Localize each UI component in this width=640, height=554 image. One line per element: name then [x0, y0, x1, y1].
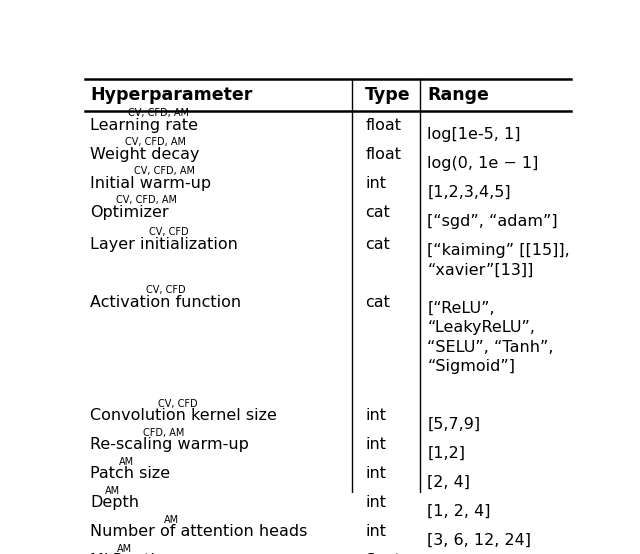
Text: CV, CFD, AM: CV, CFD, AM: [134, 166, 195, 177]
Text: CV, CFD: CV, CFD: [149, 227, 189, 237]
Text: Convolution kernel size: Convolution kernel size: [90, 408, 276, 423]
Text: float: float: [365, 147, 401, 162]
Text: CV, CFD: CV, CFD: [157, 398, 197, 408]
Text: Optimizer: Optimizer: [90, 205, 168, 220]
Text: Number of attention heads: Number of attention heads: [90, 524, 307, 539]
Text: cat: cat: [365, 205, 390, 220]
Text: AM: AM: [116, 543, 132, 553]
Text: log(0, 1e − 1]: log(0, 1e − 1]: [428, 156, 539, 171]
Text: float: float: [365, 118, 401, 133]
Text: int: int: [365, 176, 386, 191]
Text: CV, CFD: CV, CFD: [146, 285, 186, 295]
Text: CFD, AM: CFD, AM: [143, 428, 184, 438]
Text: CV, CFD, AM: CV, CFD, AM: [128, 109, 189, 119]
Text: int: int: [365, 495, 386, 510]
Text: [“ReLU”,
“LeakyReLU”,
“SELU”, “Tanh”,
“Sigmoid”]: [“ReLU”, “LeakyReLU”, “SELU”, “Tanh”, “S…: [428, 301, 554, 374]
Text: AM: AM: [105, 485, 120, 495]
Text: Weight decay: Weight decay: [90, 147, 200, 162]
Text: [1,2,3,4,5]: [1,2,3,4,5]: [428, 185, 511, 200]
Text: [2, 4]: [2, 4]: [428, 475, 470, 490]
Text: [5,7,9]: [5,7,9]: [428, 417, 481, 432]
Text: int: int: [365, 408, 386, 423]
Text: int: int: [365, 466, 386, 481]
Text: AM: AM: [164, 515, 179, 525]
Text: [“sgd”, “adam”]: [“sgd”, “adam”]: [428, 214, 558, 229]
Text: int: int: [365, 437, 386, 452]
Text: AM: AM: [120, 456, 134, 466]
Text: [“kaiming” [[15]],
“xavier”[13]]: [“kaiming” [[15]], “xavier”[13]]: [428, 243, 570, 278]
Text: CV, CFD, AM: CV, CFD, AM: [116, 196, 177, 206]
Text: Hyperparameter: Hyperparameter: [90, 86, 252, 104]
Text: CV, CFD, AM: CV, CFD, AM: [125, 137, 186, 147]
Text: log[1e-5, 1]: log[1e-5, 1]: [428, 127, 521, 142]
Text: cat: cat: [365, 237, 390, 252]
Text: [3, 6, 12, 24]: [3, 6, 12, 24]: [428, 534, 531, 548]
Text: Learning rate: Learning rate: [90, 118, 198, 133]
Text: cat: cat: [365, 295, 390, 310]
Text: float: float: [365, 553, 401, 554]
Text: int: int: [365, 524, 386, 539]
Text: Patch size: Patch size: [90, 466, 170, 481]
Text: Depth: Depth: [90, 495, 139, 510]
Text: Activation function: Activation function: [90, 295, 241, 310]
Text: MLP ratio: MLP ratio: [90, 553, 164, 554]
Text: [1,2]: [1,2]: [428, 446, 465, 461]
Text: Type: Type: [365, 86, 411, 104]
Text: [1, 2, 4]: [1, 2, 4]: [428, 504, 491, 519]
Text: Re-scaling warm-up: Re-scaling warm-up: [90, 437, 249, 452]
Text: Range: Range: [428, 86, 489, 104]
Text: Layer initialization: Layer initialization: [90, 237, 238, 252]
Text: Initial warm-up: Initial warm-up: [90, 176, 211, 191]
